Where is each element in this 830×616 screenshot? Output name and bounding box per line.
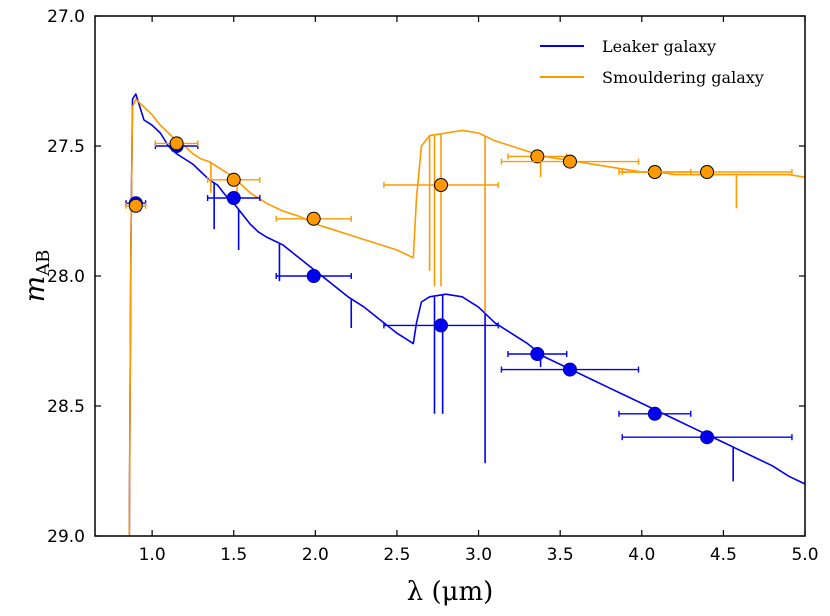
legend-label-leaker: Leaker galaxy <box>602 37 716 56</box>
y-tick-label: 27.5 <box>47 137 85 157</box>
data-point-smouldering <box>434 178 449 192</box>
plot-background <box>95 16 805 536</box>
y-tick-label: 27.0 <box>47 7 85 27</box>
y-axis-title-main: m <box>18 276 51 303</box>
plot-frame <box>94 15 806 537</box>
data-point-smouldering <box>226 172 241 187</box>
y-tick-label: 28.5 <box>47 397 85 417</box>
x-tick-label: 1.0 <box>139 545 166 565</box>
data-point-smouldering <box>128 198 143 213</box>
x-tick-label: 3.0 <box>465 545 492 565</box>
data-point-smouldering <box>169 136 184 151</box>
x-axis-title: λ (μm) <box>407 577 494 607</box>
legend: Leaker galaxy Smouldering galaxy <box>540 37 764 87</box>
x-tick-label: 1.5 <box>220 545 247 565</box>
x-tick-label: 4.0 <box>628 545 655 565</box>
data-point-leaker <box>530 347 545 361</box>
x-tick-label: 5.0 <box>791 545 818 565</box>
y-axis-title: mAB <box>18 250 54 303</box>
data-point-smouldering <box>700 165 715 179</box>
data-point-smouldering <box>562 154 577 169</box>
x-tick-label: 4.5 <box>710 545 737 565</box>
y-axis-title-sub: AB <box>33 250 54 277</box>
data-point-smouldering <box>530 149 545 164</box>
data-point-leaker <box>647 406 662 421</box>
y-tick-label: 28.0 <box>47 267 85 287</box>
data-point-leaker <box>226 191 241 205</box>
data-point-leaker <box>562 362 577 377</box>
data-point-leaker <box>306 269 321 283</box>
data-point-leaker <box>700 430 715 445</box>
data-point-leaker <box>434 318 449 333</box>
series-layer <box>125 93 806 537</box>
y-tick-label: 29.0 <box>47 527 85 547</box>
data-point-smouldering <box>306 211 321 226</box>
legend-label-smouldering: Smouldering galaxy <box>602 68 764 87</box>
x-tick-label: 3.5 <box>547 545 574 565</box>
ticks-layer: 1.0 1.5 2.0 2.5 3.0 3.5 4.0 4.5 5.0 27.0 27.5 28.0 2… <box>47 7 818 565</box>
x-tick-label: 2.5 <box>383 545 410 565</box>
x-tick-label: 2.0 <box>302 545 329 565</box>
